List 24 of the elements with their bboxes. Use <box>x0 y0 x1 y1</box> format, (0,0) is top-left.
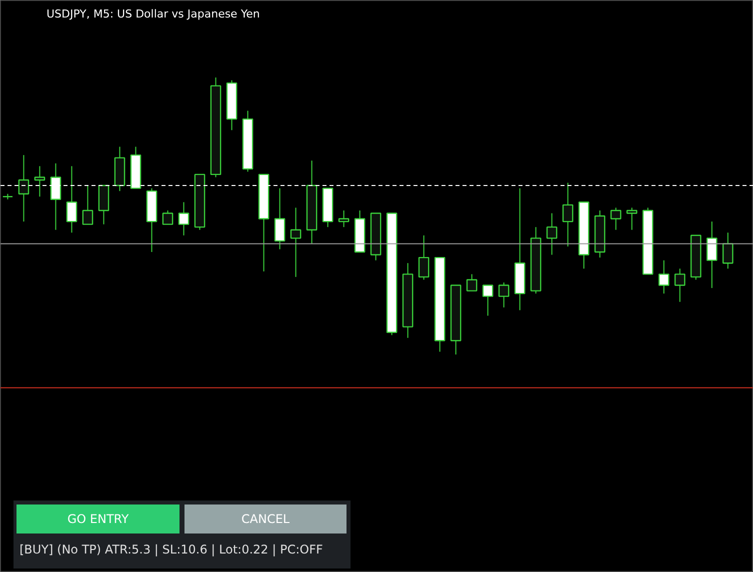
candlestick <box>610 207 622 230</box>
text: GO ENTRY <box>67 512 130 526</box>
candlestick <box>482 284 494 316</box>
candlestick <box>338 210 350 228</box>
candlestick <box>562 182 574 247</box>
candlestick <box>658 260 670 294</box>
candlestick <box>418 234 430 280</box>
chart-title: USDJPY, M5: US Dollar vs Japanese Yen <box>46 8 260 20</box>
candlestick <box>162 210 174 225</box>
candlestick <box>290 207 302 278</box>
text: CANCEL <box>241 512 290 526</box>
candlestick <box>466 274 478 292</box>
candlestick <box>706 221 718 289</box>
candlestick <box>178 202 190 236</box>
candlestick <box>82 185 94 225</box>
candlestick <box>626 207 638 230</box>
candlestick <box>498 282 510 308</box>
text: [BUY] (No TP) ATR:5.3 | SL:10.6 | Lot:0.22 | PC:OFF <box>20 542 323 556</box>
candlestick <box>274 188 286 250</box>
candlestick <box>722 232 734 270</box>
candlestick <box>18 154 30 222</box>
candlestick <box>34 166 46 198</box>
candlestick <box>674 268 686 302</box>
candlestick <box>546 212 558 256</box>
